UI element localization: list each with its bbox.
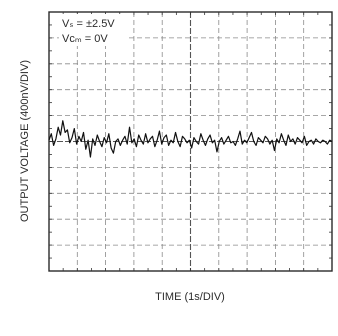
annotation-background [59, 14, 129, 46]
x-axis-label: TIME (1s/DIV) [155, 291, 225, 303]
noise-trace [48, 120, 333, 158]
supply-voltage-annotation: Vₛ = ±2.5V [62, 18, 115, 30]
chart-grid [49, 12, 332, 271]
y-axis-label: OUTPUT VOLTAGE (400nV/DIV) [19, 60, 31, 222]
common-mode-annotation: Vᴄₘ = 0V [62, 33, 108, 45]
